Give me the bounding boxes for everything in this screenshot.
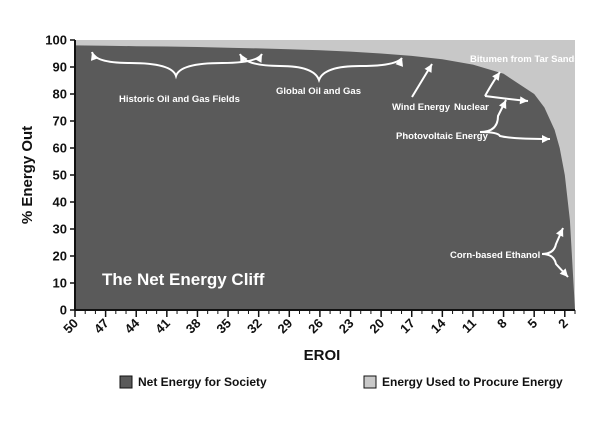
area-net-energy: [75, 45, 575, 311]
annotation-arrowhead: [424, 64, 432, 73]
annotation-historic-oil-gas: Historic Oil and Gas Fields: [119, 94, 240, 105]
y-tick-label: 100: [45, 33, 67, 48]
legend-swatch-used: [363, 375, 377, 389]
annotation-arrowhead: [559, 268, 568, 277]
legend: Net Energy for Society Energy Used to Pr…: [119, 375, 563, 389]
annotation-arrowhead: [542, 135, 550, 143]
annotation-photovoltaic: Photovoltaic Energy: [396, 131, 489, 142]
brace-global: [239, 53, 403, 83]
annotation-arrowhead: [240, 54, 248, 63]
annotation-corn-ethanol: Corn-based Ethanol: [450, 250, 540, 261]
annotation-arrowhead: [254, 54, 262, 63]
annotation-arrowhead: [492, 72, 500, 81]
y-tick-label: 70: [53, 114, 67, 129]
annotation-nuclear: Nuclear: [454, 102, 489, 113]
arrow-pv-right: [479, 131, 551, 140]
y-axis-title: % Energy Out: [19, 126, 36, 224]
y-tick-label: 80: [53, 87, 67, 102]
arrow-ethanol-down: [541, 253, 569, 278]
annotation-bitumen-tar-sands: Bitumen from Tar Sands: [470, 54, 580, 65]
brace-historic: [91, 51, 263, 80]
y-tick-label: 90: [53, 60, 67, 75]
y-tick-label: 10: [53, 276, 67, 291]
y-tick-label: 20: [53, 249, 67, 264]
annotation-arrowhead: [555, 228, 564, 237]
annotation-wind-energy: Wind Energy: [392, 102, 451, 113]
legend-swatch-net: [119, 375, 133, 389]
y-tick-label: 0: [60, 303, 67, 318]
legend-label-net: Net Energy for Society: [138, 375, 267, 389]
y-tick-label: 30: [53, 222, 67, 237]
annotation-global-oil-gas: Global Oil and Gas: [276, 86, 361, 97]
annotation-arrowhead: [498, 100, 507, 109]
y-tick-label: 60: [53, 141, 67, 156]
x-axis-title: EROI: [304, 347, 341, 364]
annotation-layer: The Net Energy Cliff Historic Oil and Ga…: [90, 51, 580, 289]
legend-label-used: Energy Used to Procure Energy: [382, 375, 563, 389]
y-tick-label: 50: [53, 168, 67, 183]
annotation-arrowhead: [519, 96, 528, 105]
y-tick-label: 40: [53, 195, 67, 210]
chart-title: The Net Energy Cliff: [102, 270, 265, 289]
annotation-arrowhead: [395, 58, 404, 67]
annotation-arrowhead: [90, 52, 99, 61]
